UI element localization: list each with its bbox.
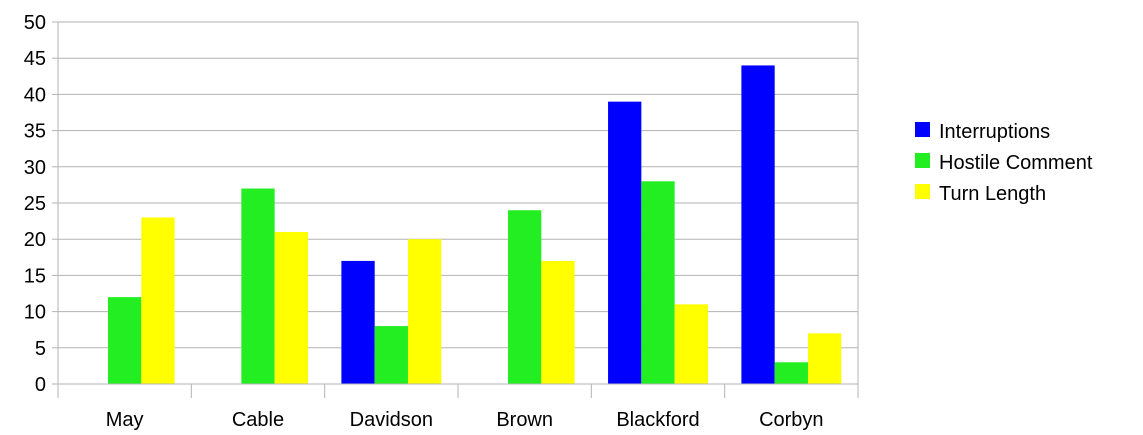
bar-interruptions <box>608 101 642 384</box>
y-tick-label: 15 <box>24 265 46 287</box>
bar-turn-length <box>407 239 442 384</box>
x-tick-label: Blackford <box>616 409 699 431</box>
y-tick-label: 0 <box>35 374 46 396</box>
legend-swatch <box>915 122 930 137</box>
x-axis-tick-labels: May Cable Davidson Brown Blackford Corbyn <box>106 409 824 431</box>
y-tick-label: 45 <box>24 48 46 70</box>
x-tick-label: May <box>106 409 144 431</box>
y-tick-label: 25 <box>24 193 46 215</box>
bar-hostile-comment <box>108 297 142 384</box>
x-tick-label: Cable <box>232 409 284 431</box>
y-axis-tick-labels: 0 5 10 15 20 25 30 35 40 45 50 <box>24 12 46 396</box>
legend-label: Hostile Comment <box>939 152 1093 174</box>
bar-turn-length <box>141 217 175 384</box>
axes <box>52 21 859 398</box>
legend-swatch <box>915 153 930 168</box>
bar-hostile-comment <box>774 362 808 384</box>
bar-turn-length <box>541 260 575 384</box>
bar-hostile-comment <box>641 181 675 384</box>
bar-hostile-comment <box>374 326 408 384</box>
bar-interruptions <box>741 65 775 384</box>
legend-swatch <box>915 184 930 199</box>
x-tick-label: Corbyn <box>759 409 823 431</box>
y-tick-label: 30 <box>24 157 46 179</box>
y-tick-label: 35 <box>24 121 46 143</box>
bar-turn-length <box>274 231 308 384</box>
y-tick-label: 50 <box>24 12 46 34</box>
legend: Interruptions Hostile Comment Turn Length <box>915 121 1093 205</box>
legend-label: Interruptions <box>939 121 1050 143</box>
bar-turn-length <box>807 333 842 384</box>
bars <box>108 65 842 384</box>
y-tick-label: 5 <box>35 338 46 360</box>
gridlines <box>58 21 858 349</box>
x-tick-label: Brown <box>496 409 553 431</box>
y-tick-label: 20 <box>24 229 46 251</box>
bar-hostile-comment <box>241 188 275 384</box>
x-tick-label: Davidson <box>350 409 433 431</box>
bar-hostile-comment <box>508 210 542 384</box>
bar-turn-length <box>674 304 708 384</box>
bar-interruptions <box>341 260 375 384</box>
y-tick-label: 40 <box>24 84 46 106</box>
y-tick-label: 10 <box>24 302 46 324</box>
legend-label: Turn Length <box>939 183 1046 205</box>
